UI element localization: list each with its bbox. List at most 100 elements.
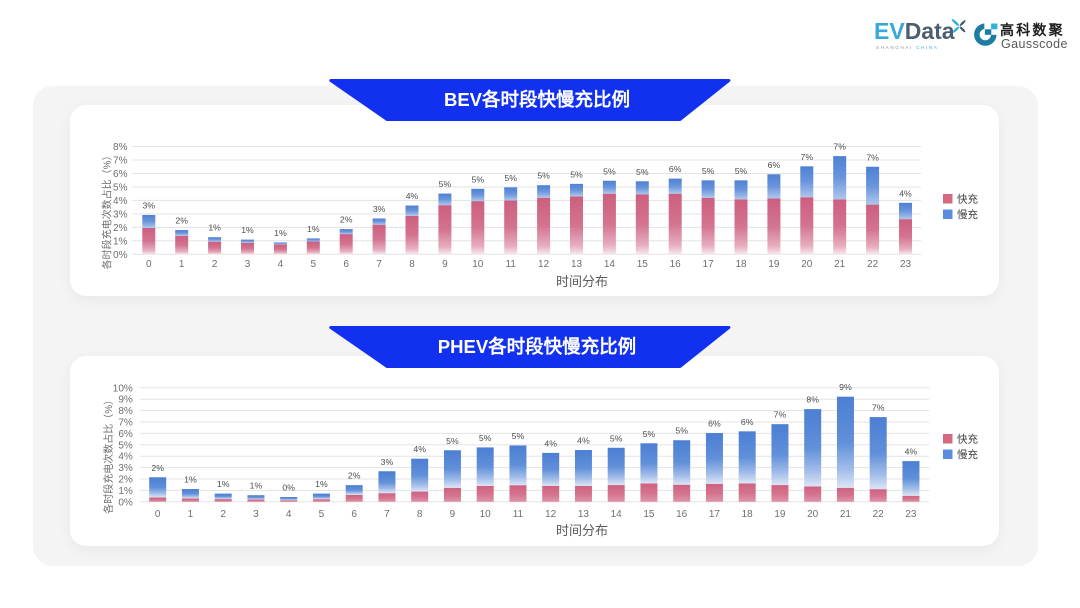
svg-text:4%: 4% [899, 188, 912, 198]
svg-text:3%: 3% [118, 463, 133, 474]
svg-text:17: 17 [709, 509, 721, 520]
svg-text:3%: 3% [143, 200, 156, 210]
svg-text:20: 20 [807, 509, 819, 520]
svg-text:8%: 8% [118, 406, 133, 417]
svg-text:13: 13 [571, 259, 583, 270]
svg-text:慢充: 慢充 [957, 208, 978, 221]
svg-text:1%: 1% [274, 228, 287, 238]
svg-text:时间分布: 时间分布 [556, 523, 608, 538]
svg-text:5%: 5% [113, 183, 128, 194]
svg-text:6%: 6% [113, 169, 128, 180]
svg-text:6%: 6% [708, 419, 721, 429]
svg-text:11: 11 [513, 509, 524, 520]
svg-text:7%: 7% [113, 156, 128, 167]
svg-text:21: 21 [834, 259, 846, 270]
svg-text:1%: 1% [250, 481, 263, 491]
svg-text:7: 7 [376, 259, 382, 270]
svg-text:15: 15 [643, 509, 655, 520]
svg-text:6%: 6% [118, 429, 133, 440]
svg-text:5%: 5% [537, 171, 550, 181]
svg-text:1%: 1% [118, 486, 133, 497]
svg-text:16: 16 [670, 259, 682, 270]
svg-text:4%: 4% [905, 447, 918, 457]
svg-text:7%: 7% [866, 152, 879, 162]
svg-text:13: 13 [578, 509, 590, 520]
svg-text:4: 4 [286, 509, 292, 520]
svg-text:5%: 5% [504, 173, 517, 183]
svg-text:7%: 7% [774, 410, 787, 420]
svg-text:6%: 6% [741, 417, 754, 427]
svg-text:10: 10 [472, 259, 484, 270]
svg-text:22: 22 [873, 509, 885, 520]
svg-text:4%: 4% [577, 436, 590, 446]
svg-text:9%: 9% [839, 382, 852, 392]
svg-text:16: 16 [676, 509, 688, 520]
svg-text:9: 9 [450, 509, 456, 520]
svg-text:0: 0 [155, 509, 161, 520]
svg-text:1: 1 [179, 259, 185, 270]
svg-text:5%: 5% [702, 166, 715, 176]
svg-text:1%: 1% [208, 223, 221, 233]
svg-text:4%: 4% [544, 438, 557, 448]
svg-text:0: 0 [146, 259, 152, 270]
svg-text:8: 8 [409, 259, 415, 270]
svg-text:5%: 5% [610, 433, 623, 443]
svg-text:4%: 4% [113, 196, 128, 207]
svg-text:21: 21 [840, 509, 852, 520]
svg-text:各时段充电次数占比（%）: 各时段充电次数占比（%） [102, 395, 115, 514]
svg-text:6%: 6% [768, 160, 781, 170]
svg-text:2%: 2% [151, 463, 164, 473]
svg-text:22: 22 [867, 259, 879, 270]
svg-text:5%: 5% [446, 436, 459, 446]
svg-text:8%: 8% [113, 142, 128, 153]
svg-text:0%: 0% [113, 250, 128, 261]
svg-text:1%: 1% [217, 479, 230, 489]
svg-text:6%: 6% [669, 164, 682, 174]
svg-text:2: 2 [212, 259, 218, 270]
svg-text:1%: 1% [241, 225, 254, 235]
svg-text:4%: 4% [406, 191, 419, 201]
svg-text:6: 6 [351, 509, 357, 520]
svg-text:5%: 5% [603, 166, 616, 176]
svg-text:5%: 5% [512, 431, 525, 441]
svg-text:5: 5 [311, 259, 317, 270]
svg-text:3: 3 [253, 509, 259, 520]
svg-text:11: 11 [506, 259, 517, 270]
svg-text:20: 20 [801, 259, 813, 270]
svg-text:0%: 0% [282, 483, 295, 493]
svg-text:2: 2 [220, 509, 226, 520]
svg-text:19: 19 [774, 509, 786, 520]
svg-text:19: 19 [768, 259, 780, 270]
svg-text:7%: 7% [118, 418, 133, 429]
svg-text:3%: 3% [381, 457, 394, 467]
svg-text:17: 17 [703, 259, 715, 270]
svg-text:2%: 2% [348, 471, 361, 481]
svg-text:8%: 8% [806, 395, 819, 405]
svg-text:5: 5 [319, 509, 325, 520]
svg-text:15: 15 [637, 259, 649, 270]
svg-text:快充: 快充 [957, 433, 978, 446]
svg-text:7%: 7% [872, 403, 885, 413]
svg-text:1%: 1% [113, 236, 128, 247]
svg-text:时间分布: 时间分布 [556, 274, 608, 289]
svg-text:慢充: 慢充 [957, 448, 978, 461]
svg-text:5%: 5% [735, 166, 748, 176]
svg-text:12: 12 [538, 259, 550, 270]
svg-text:4%: 4% [413, 444, 426, 454]
svg-text:5%: 5% [439, 179, 452, 189]
svg-text:10%: 10% [113, 383, 133, 394]
svg-text:3: 3 [245, 259, 251, 270]
svg-text:10: 10 [480, 509, 492, 520]
svg-text:5%: 5% [479, 433, 492, 443]
svg-text:5%: 5% [675, 426, 688, 436]
svg-text:9%: 9% [118, 395, 133, 406]
svg-text:5%: 5% [570, 169, 583, 179]
svg-text:3%: 3% [373, 204, 386, 214]
svg-text:5%: 5% [118, 440, 133, 451]
svg-text:1%: 1% [184, 475, 197, 485]
svg-text:7: 7 [384, 509, 390, 520]
svg-text:23: 23 [905, 509, 917, 520]
svg-text:5%: 5% [636, 167, 649, 177]
svg-text:各时段充电次数占比（%）: 各时段充电次数占比（%） [101, 150, 114, 269]
svg-text:5%: 5% [643, 429, 656, 439]
